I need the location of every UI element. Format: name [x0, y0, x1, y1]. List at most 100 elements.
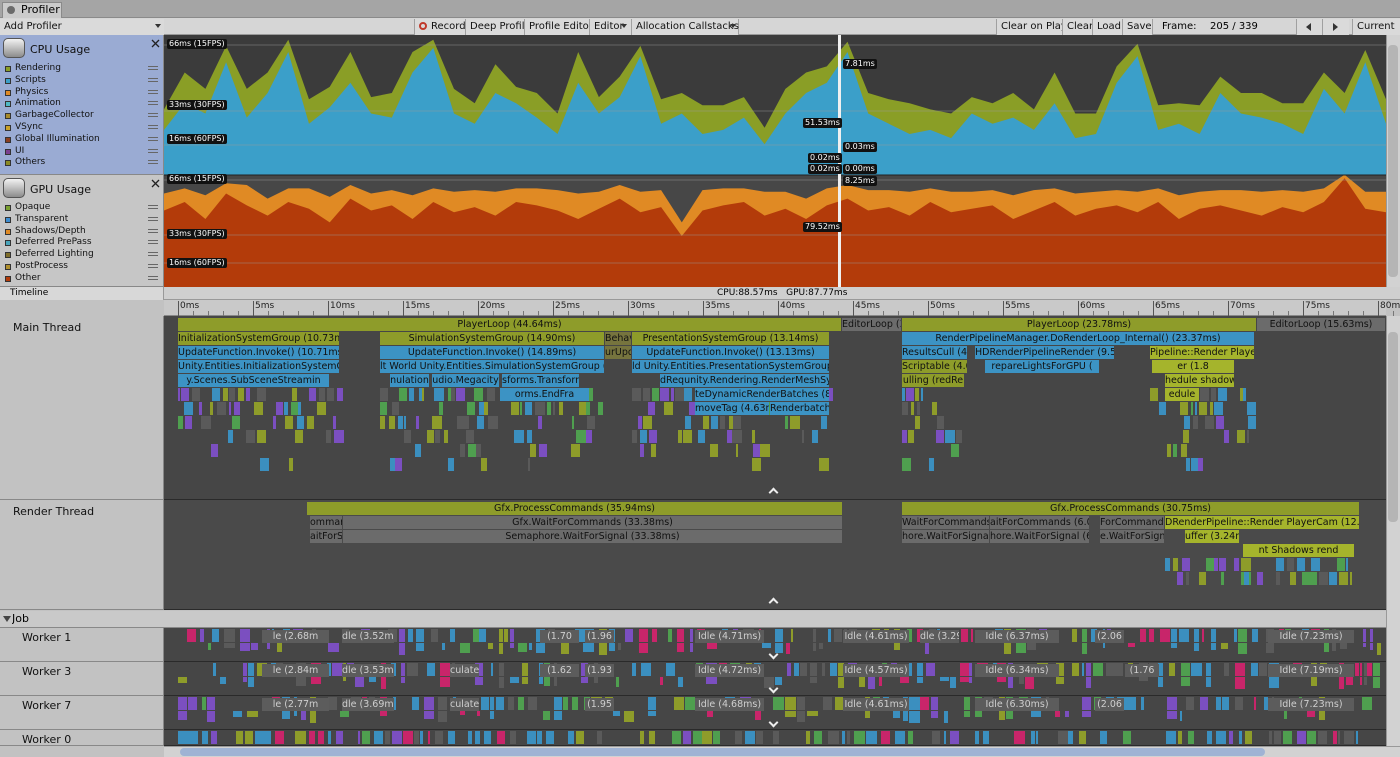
module-panel[interactable]: [0, 175, 164, 287]
legend-label[interactable]: Rendering: [15, 63, 61, 73]
timeline-bar[interactable]: (1.62: [540, 664, 579, 677]
legend-label[interactable]: Global Illumination: [15, 133, 100, 144]
timeline-bar[interactable]: urUpda: [605, 346, 631, 359]
tab[interactable]: Profiler: [2, 2, 62, 18]
legend-label[interactable]: Scripts: [15, 74, 46, 85]
timeline-bar[interactable]: orms.EndFra: [500, 388, 589, 401]
timeline-bar[interactable]: repareLightsForGPU (: [985, 360, 1099, 373]
allocation-callstacks-dropdown[interactable]: Allocation Callstacks: [631, 19, 739, 35]
timeline-bar[interactable]: le (2.68m: [262, 630, 329, 643]
timeline-bar[interactable]: (1.70: [540, 630, 579, 643]
add-profiler-dropdown[interactable]: Add Profiler: [0, 19, 164, 35]
legend-label[interactable]: Transparent: [15, 213, 69, 224]
timeline-bar[interactable]: aitForCommands (6.0: [990, 516, 1089, 529]
timeline-bar[interactable]: Idle (4.71ms): [695, 630, 764, 643]
timeline-bar[interactable]: PlayerLoop (23.78ms): [902, 318, 1256, 331]
timeline-bar[interactable]: (2.06: [1095, 630, 1124, 643]
timeline-bar[interactable]: Renderbatch: [770, 402, 829, 415]
timeline-bar[interactable]: Unity.Entities.InitializationSystemGro: [178, 360, 339, 373]
profile-editor-button[interactable]: Profile Editor: [524, 19, 593, 35]
timeline-bar[interactable]: moveTag (4.63n: [695, 402, 769, 415]
legend-label[interactable]: Opaque: [15, 202, 51, 212]
timeline-bar[interactable]: RenderPipelineManager.DoRenderLoop_Inter…: [902, 332, 1254, 345]
legend-label[interactable]: VSync: [15, 122, 43, 132]
timeline-bar[interactable]: udio.Megacity: [432, 374, 499, 387]
legend-label[interactable]: PostProcess: [15, 261, 68, 271]
current-frame-button[interactable]: Current: [1352, 19, 1400, 35]
timeline-bar[interactable]: PresentationSystemGroup (13.14ms): [632, 332, 829, 345]
timeline-bar[interactable]: lt World Unity.Entities.SimulationSystem…: [380, 360, 604, 373]
timeline-bar[interactable]: Idle (6.34ms): [975, 664, 1059, 677]
timeline-bar[interactable]: InitializationSystemGroup (10.73ms): [178, 332, 339, 345]
timeline-bar[interactable]: culateW: [450, 664, 479, 677]
timeline-bar[interactable]: nulation: [390, 374, 429, 387]
timeline-bar[interactable]: dle (3.29ms: [920, 630, 959, 643]
timeline-bar[interactable]: ResultsCull (4: [902, 346, 967, 359]
timeline-bar[interactable]: DRenderPipeline::Render PlayerCam (12.91…: [1165, 516, 1359, 529]
timeline-bar[interactable]: (2.06: [1095, 698, 1124, 711]
timeline-bar[interactable]: Idle (7.19ms): [1268, 664, 1354, 677]
job-toggle[interactable]: [3, 616, 11, 622]
timeline-bar[interactable]: Behav: [605, 332, 631, 345]
timeline-bar[interactable]: HDRenderPipelineRender (9.58m: [975, 346, 1114, 359]
save-button[interactable]: Save: [1122, 19, 1153, 35]
timeline-bar[interactable]: culateW: [450, 698, 479, 711]
deep-profile-button[interactable]: Deep Profile: [465, 19, 531, 35]
timeline-bar[interactable]: Semaphore.WaitForSignal (33.38ms): [343, 530, 842, 543]
timeline-bar[interactable]: Gfx.ProcessCommands (35.94ms): [307, 502, 842, 515]
timeline-bar[interactable]: aitForSi: [310, 530, 342, 543]
timeline-bar[interactable]: hedule shadows r: [1165, 374, 1234, 387]
timeline-bar[interactable]: Idle (4.57ms): [843, 664, 909, 677]
target-dropdown[interactable]: Editor: [589, 19, 631, 35]
timeline-bar[interactable]: sforms.Transform: [502, 374, 579, 387]
legend-label[interactable]: Physics: [15, 86, 49, 97]
timeline-bar[interactable]: le (2.77m: [262, 698, 329, 711]
timeline-bar[interactable]: Idle (7.23ms): [1268, 698, 1354, 711]
timeline-bar[interactable]: dRequnity.Rendering.RenderMeshSyst: [660, 374, 829, 387]
record-button[interactable]: Record: [414, 19, 466, 35]
close-icon[interactable]: [151, 39, 160, 48]
legend-label[interactable]: Other: [15, 272, 41, 283]
view-mode-dropdown[interactable]: Timeline: [0, 287, 164, 300]
timeline-bar[interactable]: Idle (4.68ms): [695, 698, 764, 711]
timeline-bar[interactable]: Gfx.WaitForCommands (33.38ms): [343, 516, 842, 529]
timeline-bar[interactable]: (1.76: [1125, 664, 1159, 677]
timeline-bar[interactable]: PlayerLoop (44.64ms): [178, 318, 841, 331]
timeline-bar[interactable]: (1.96: [585, 630, 614, 643]
legend-label[interactable]: GarbageCollector: [15, 110, 94, 121]
timeline-bar[interactable]: ld Unity.Entities.PresentationSystemGrou…: [632, 360, 829, 373]
timeline-bar[interactable]: Idle (6.30ms): [975, 698, 1059, 711]
timeline-bar[interactable]: Scriptable (4.03: [902, 360, 967, 373]
timeline-bar[interactable]: hore.WaitForSignal (6: [990, 530, 1089, 543]
timeline-bar[interactable]: e.WaitForSignal (: [1100, 530, 1164, 543]
timeline-bar[interactable]: edule: [1165, 388, 1199, 401]
load-button[interactable]: Load: [1092, 19, 1122, 35]
timeline-bar[interactable]: ulling (redRe: [902, 374, 964, 387]
timeline-bar[interactable]: Idle (4.72ms): [695, 664, 764, 677]
timeline-bar[interactable]: ForCommands (: [1100, 516, 1164, 529]
timeline-bar[interactable]: Idle (4.61ms): [843, 698, 909, 711]
timeline-bar[interactable]: (1.95: [585, 698, 614, 711]
timeline-bar[interactable]: Idle (7.23ms): [1268, 630, 1354, 643]
timeline-bar[interactable]: EditorLoop (3.93: [842, 318, 901, 331]
legend-label[interactable]: Deferred Lighting: [15, 249, 94, 260]
timeline-bar[interactable]: dle (3.52ms: [342, 630, 394, 643]
legend-label[interactable]: Deferred PrePass: [15, 237, 92, 248]
timeline-bar[interactable]: dle (3.53ms: [342, 664, 394, 677]
clear-button[interactable]: Clear: [1062, 19, 1093, 35]
timeline-bar[interactable]: Pipeline::Render PlayerC: [1150, 346, 1254, 359]
legend-label[interactable]: UI: [15, 145, 25, 156]
legend-label[interactable]: Others: [15, 157, 46, 168]
timeline-bar[interactable]: EditorLoop (15.63ms): [1257, 318, 1385, 331]
timeline-bar[interactable]: dle (3.69ms: [342, 698, 394, 711]
timeline-bar[interactable]: UpdateFunction.Invoke() (10.71ms): [178, 346, 339, 359]
timeline-bar[interactable]: WaitForCommands (6.0: [902, 516, 989, 529]
timeline-bar[interactable]: uffer (3.24ms: [1185, 530, 1239, 543]
timeline-bar[interactable]: UpdateFunction.Invoke() (13.13ms): [632, 346, 829, 359]
timeline-bar[interactable]: SimulationSystemGroup (14.90ms): [380, 332, 604, 345]
timeline-bar[interactable]: hore.WaitForSignal (6: [902, 530, 989, 543]
timeline-bar[interactable]: ommar: [310, 516, 342, 529]
legend-label[interactable]: Animation: [15, 98, 61, 109]
timeline-bar[interactable]: nt Shadows rend: [1243, 544, 1354, 557]
timeline-bar[interactable]: UpdateFunction.Invoke() (14.89ms): [380, 346, 604, 359]
